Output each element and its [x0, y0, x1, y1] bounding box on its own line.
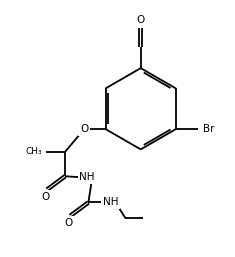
Text: Br: Br — [203, 124, 215, 134]
Text: O: O — [80, 124, 88, 134]
Text: O: O — [137, 15, 145, 25]
Text: NH: NH — [79, 172, 95, 182]
Text: NH: NH — [103, 197, 118, 207]
Text: O: O — [64, 218, 72, 228]
Text: CH₃: CH₃ — [25, 147, 42, 156]
Text: O: O — [41, 192, 49, 202]
